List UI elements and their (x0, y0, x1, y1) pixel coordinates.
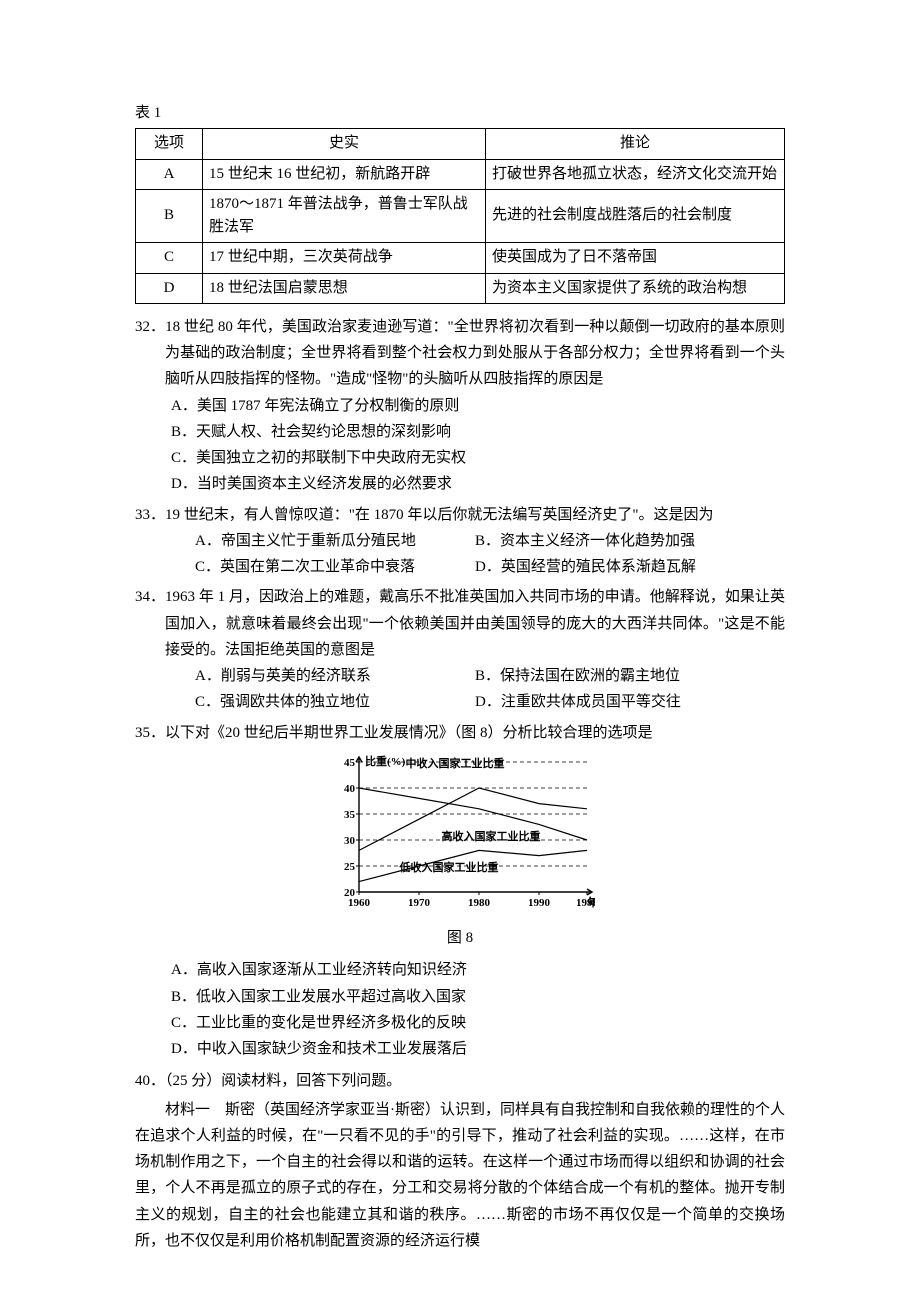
q34-row2: C．强调欧共体的独立地位 D．注重欧共体成员国平等交往 (135, 689, 785, 715)
svg-text:年: 年 (587, 895, 595, 909)
q35-opt-d: D．中收入国家缺少资金和技术工业发展落后 (135, 1036, 785, 1062)
svg-text:45: 45 (344, 757, 356, 769)
table-row: A 15 世纪末 16 世纪初，新航路开辟 打破世界各地孤立状态，经济文化交流开… (136, 159, 785, 189)
svg-text:低收入国家工业比重: 低收入国家工业比重 (399, 860, 499, 874)
svg-text:1970: 1970 (408, 897, 431, 909)
q40-material-1: 材料一 斯密（英国经济学家亚当·斯密）认识到，同样具有自我控制和自我依赖的理性的… (135, 1097, 785, 1255)
q34-opt-d: D．注重欧共体成员国平等交往 (475, 689, 785, 715)
cell-option: C (136, 243, 203, 273)
q33-opt-c: C．英国在第二次工业革命中衰落 (195, 554, 475, 580)
q33-stem: 33．19 世纪末，有人曾惊叹道："在 1870 年以后你就无法编写英国经济史了… (135, 502, 785, 528)
svg-text:1980: 1980 (468, 897, 491, 909)
th-inference: 推论 (486, 129, 785, 159)
q32-stem: 32．18 世纪 80 年代，美国政治家麦迪逊写道："全世界将初次看到一种以颠倒… (135, 314, 785, 393)
svg-text:1960: 1960 (348, 897, 371, 909)
q32-opt-b: B．天赋人权、社会契约论思想的深刻影响 (135, 419, 785, 445)
q33-opt-b: B．资本主义经济一体化趋势加强 (475, 528, 785, 554)
svg-text:中收入国家工业比重: 中收入国家工业比重 (406, 756, 505, 770)
cell-inference: 打破世界各地孤立状态，经济文化交流开始 (486, 159, 785, 189)
table-row: B 1870～1871 年普法战争，普鲁士军队战胜法军 先进的社会制度战胜落后的… (136, 189, 785, 243)
q34-opt-c: C．强调欧共体的独立地位 (195, 689, 475, 715)
q34-row1: A．削弱与英美的经济联系 B．保持法国在欧洲的霸主地位 (135, 663, 785, 689)
q33-row2: C．英国在第二次工业革命中衰落 D．英国经营的殖民体系渐趋瓦解 (135, 554, 785, 580)
svg-text:比重(%): 比重(%) (365, 754, 406, 768)
q33-opt-a: A．帝国主义忙于重新瓜分殖民地 (195, 528, 475, 554)
q33-row1: A．帝国主义忙于重新瓜分殖民地 B．资本主义经济一体化趋势加强 (135, 528, 785, 554)
q32-opt-a: A．美国 1787 年宪法确立了分权制衡的原则 (135, 393, 785, 419)
th-option: 选项 (136, 129, 203, 159)
svg-text:25: 25 (344, 861, 356, 873)
q40-stem: 40．（25 分）阅读材料，回答下列问题。 (135, 1068, 785, 1094)
q35-opt-c: C．工业比重的变化是世界经济多极化的反映 (135, 1010, 785, 1036)
q35-opt-b: B．低收入国家工业发展水平超过高收入国家 (135, 984, 785, 1010)
table-row: C 17 世纪中期，三次英荷战争 使英国成为了日不落帝国 (136, 243, 785, 273)
svg-text:35: 35 (344, 809, 356, 821)
cell-fact: 18 世纪法国启蒙思想 (203, 273, 486, 303)
q32-opt-c: C．美国独立之初的邦联制下中央政府无实权 (135, 445, 785, 471)
th-fact: 史实 (203, 129, 486, 159)
q34-stem: 34．1963 年 1 月，因政治上的难题，戴高乐不批准英国加入共同市场的申请。… (135, 584, 785, 663)
chart-caption: 图 8 (135, 925, 785, 951)
table-row: D 18 世纪法国启蒙思想 为资本主义国家提供了系统的政治构想 (136, 273, 785, 303)
cell-option: A (136, 159, 203, 189)
q35-stem: 35．以下对《20 世纪后半期世界工业发展情况》（图 8）分析比较合理的选项是 (135, 720, 785, 746)
svg-text:高收入国家工业比重: 高收入国家工业比重 (442, 829, 541, 843)
q33-opt-d: D．英国经营的殖民体系渐趋瓦解 (475, 554, 785, 580)
cell-option: D (136, 273, 203, 303)
chart-figure-8: 20253035404519601970198019901998比重(%)年中收… (325, 752, 595, 921)
svg-text:1990: 1990 (528, 897, 551, 909)
svg-text:40: 40 (344, 783, 356, 795)
cell-inference: 使英国成为了日不落帝国 (486, 243, 785, 273)
cell-fact: 17 世纪中期，三次英荷战争 (203, 243, 486, 273)
cell-option: B (136, 189, 203, 243)
table-caption: 表 1 (135, 100, 785, 126)
fact-inference-table: 选项 史实 推论 A 15 世纪末 16 世纪初，新航路开辟 打破世界各地孤立状… (135, 128, 785, 304)
q35-opt-a: A．高收入国家逐渐从工业经济转向知识经济 (135, 957, 785, 983)
chart-svg: 20253035404519601970198019901998比重(%)年中收… (325, 752, 595, 912)
q32-opt-d: D．当时美国资本主义经济发展的必然要求 (135, 471, 785, 497)
cell-inference: 为资本主义国家提供了系统的政治构想 (486, 273, 785, 303)
q34-opt-a: A．削弱与英美的经济联系 (195, 663, 475, 689)
cell-inference: 先进的社会制度战胜落后的社会制度 (486, 189, 785, 243)
cell-fact: 1870～1871 年普法战争，普鲁士军队战胜法军 (203, 189, 486, 243)
cell-fact: 15 世纪末 16 世纪初，新航路开辟 (203, 159, 486, 189)
q34-opt-b: B．保持法国在欧洲的霸主地位 (475, 663, 785, 689)
svg-text:30: 30 (344, 835, 356, 847)
